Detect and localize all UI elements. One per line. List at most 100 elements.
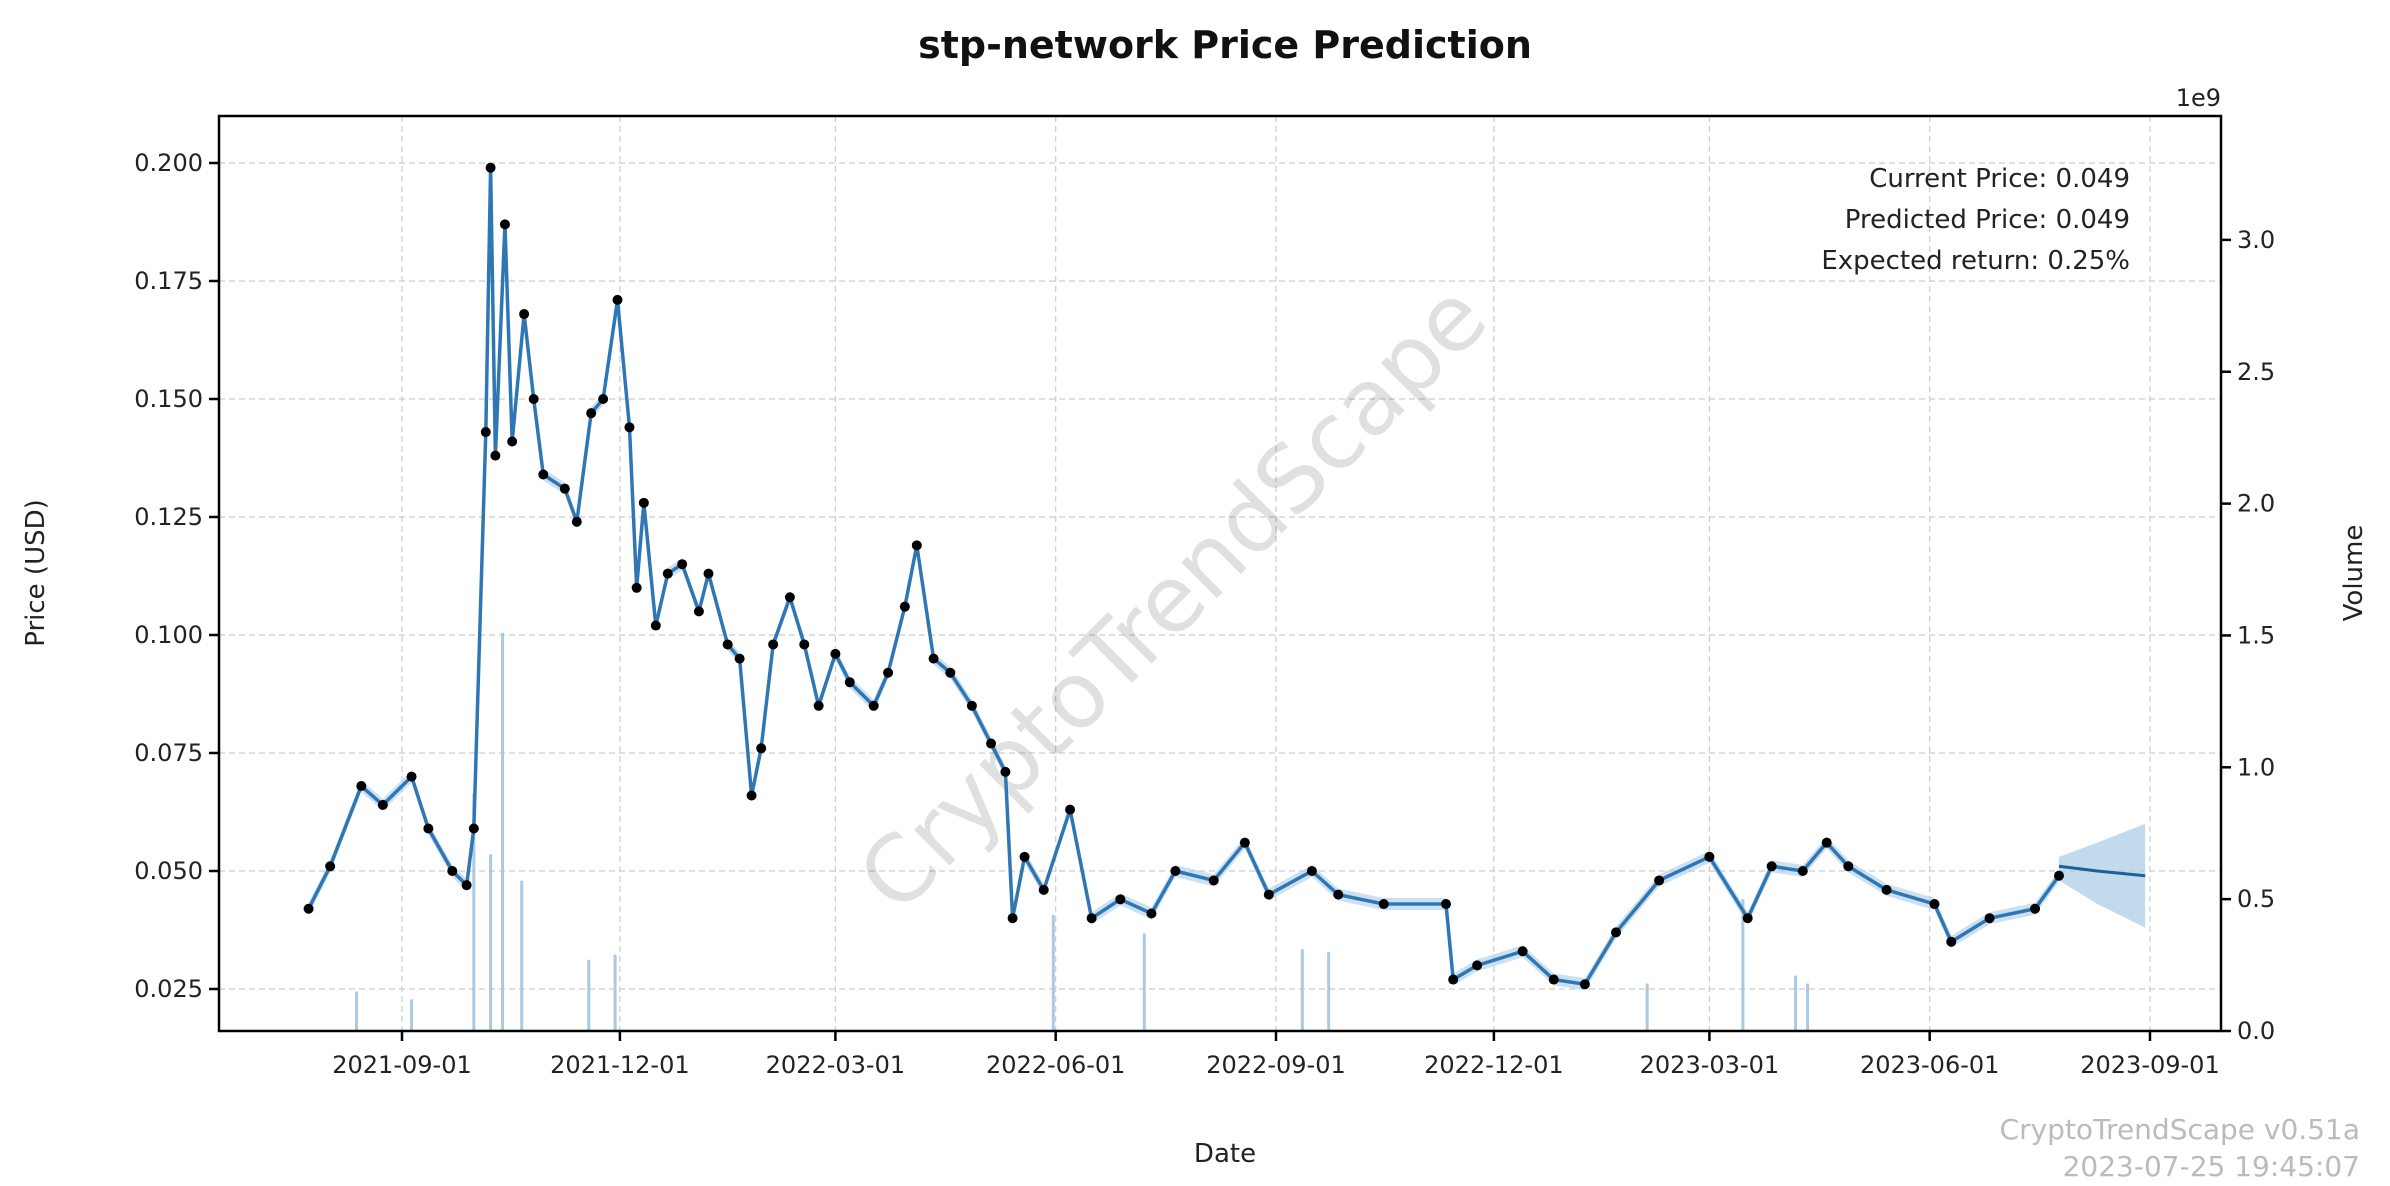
price-point (499, 219, 510, 230)
price-point (784, 592, 795, 603)
price-point (1378, 899, 1389, 910)
volume-bar (1794, 975, 1798, 1031)
price-point (756, 743, 767, 754)
price-point (650, 620, 661, 631)
price-point (844, 677, 855, 688)
price-point (356, 781, 367, 792)
grid (219, 116, 2221, 1031)
y2-tick-label: 2.5 (2237, 358, 2275, 386)
y2-offset-label: 1e9 (2176, 84, 2221, 112)
watermark: CryptoTrendScape (838, 263, 1507, 932)
price-point (1333, 889, 1344, 900)
price-point (1038, 884, 1049, 895)
price-point (461, 880, 472, 891)
price-point (2030, 903, 2041, 914)
y-tick-label: 0.125 (134, 503, 203, 531)
annotation-current-price: Current Price: 0.049 (1869, 164, 2130, 194)
price-point (1115, 894, 1126, 905)
price-point (1946, 936, 1957, 947)
price-point (1517, 946, 1528, 957)
volume-bar (1645, 983, 1649, 1031)
x-tick-label: 2022-09-01 (1206, 1051, 1345, 1079)
x-tick-label: 2023-06-01 (1860, 1051, 1999, 1079)
y2-tick-label: 1.5 (2237, 621, 2275, 649)
y-tick-label: 0.075 (134, 739, 203, 767)
x-tick-label: 2023-03-01 (1640, 1051, 1779, 1079)
y-tick-label: 0.025 (134, 975, 203, 1003)
volume-bar (501, 632, 505, 1031)
y-tick-label: 0.200 (134, 149, 203, 177)
price-point (406, 771, 417, 782)
price-point (986, 738, 997, 749)
y-tick-label: 0.050 (134, 857, 203, 885)
price-point (2053, 870, 2064, 881)
price-point (1146, 908, 1157, 919)
price-point (768, 639, 779, 650)
price-point (1766, 861, 1777, 872)
y-tick-label: 0.100 (134, 621, 203, 649)
price-point (538, 469, 549, 480)
price-point (1654, 875, 1665, 886)
volume-bar (1327, 951, 1331, 1031)
price-point (899, 601, 910, 612)
price-point (677, 559, 688, 570)
price-point (519, 309, 530, 320)
volume-bar (1741, 899, 1745, 1031)
price-point (528, 394, 539, 404)
price-point (1843, 861, 1854, 872)
y-tick-label: 0.175 (134, 267, 203, 295)
price-point (1306, 866, 1317, 876)
x-tick-label: 2022-03-01 (766, 1051, 905, 1079)
price-point (1263, 889, 1274, 900)
price-point (1208, 875, 1219, 886)
price-point (571, 516, 582, 527)
price-point (447, 866, 458, 876)
volume-bar (520, 880, 524, 1031)
price-point (1019, 851, 1030, 862)
price-point (883, 667, 894, 678)
price-point (703, 568, 714, 579)
price-point (1441, 899, 1452, 910)
price-point (734, 653, 745, 664)
price-point (377, 799, 388, 810)
price-point (1086, 913, 1097, 924)
price-point (928, 653, 939, 664)
price-point (1704, 851, 1715, 862)
volume-bar (587, 959, 591, 1031)
y2-tick-label: 2.0 (2237, 490, 2275, 518)
price-point (1742, 913, 1753, 924)
price-point (1000, 766, 1011, 777)
price-point (303, 903, 314, 914)
price-point (1984, 913, 1995, 924)
price-point (612, 294, 623, 305)
chart-title: stp-network Price Prediction (918, 23, 1532, 67)
plot-frame (217, 114, 2223, 1033)
price-point (662, 568, 673, 579)
price-point (722, 639, 733, 650)
x-tick-label: 2023-09-01 (2080, 1051, 2219, 1079)
volume-bar (489, 854, 493, 1031)
forecast-band (308, 161, 2146, 991)
price-point (1611, 927, 1622, 938)
price-point (1579, 979, 1590, 990)
price-point (799, 639, 810, 650)
price-point (868, 700, 879, 711)
y-axis-label: Price (USD) (21, 499, 51, 647)
price-point (911, 540, 922, 551)
price-point (1448, 974, 1459, 985)
price-point (598, 394, 609, 404)
price-dots (303, 162, 2064, 990)
volume-bars (355, 632, 1810, 1031)
volume-bar (1806, 983, 1810, 1031)
price-point (1472, 960, 1483, 971)
price-point (813, 700, 824, 711)
price-point (468, 823, 479, 834)
volume-bar (1300, 949, 1304, 1031)
price-point (1239, 837, 1250, 848)
y2-tick-label: 0.5 (2237, 885, 2275, 913)
price-point (945, 667, 956, 678)
price-point (830, 648, 841, 659)
footer-timestamp: 2023-07-25 19:45:07 (2063, 1150, 2360, 1183)
price-point (490, 450, 501, 461)
y2-tick-label: 1.0 (2237, 753, 2275, 781)
